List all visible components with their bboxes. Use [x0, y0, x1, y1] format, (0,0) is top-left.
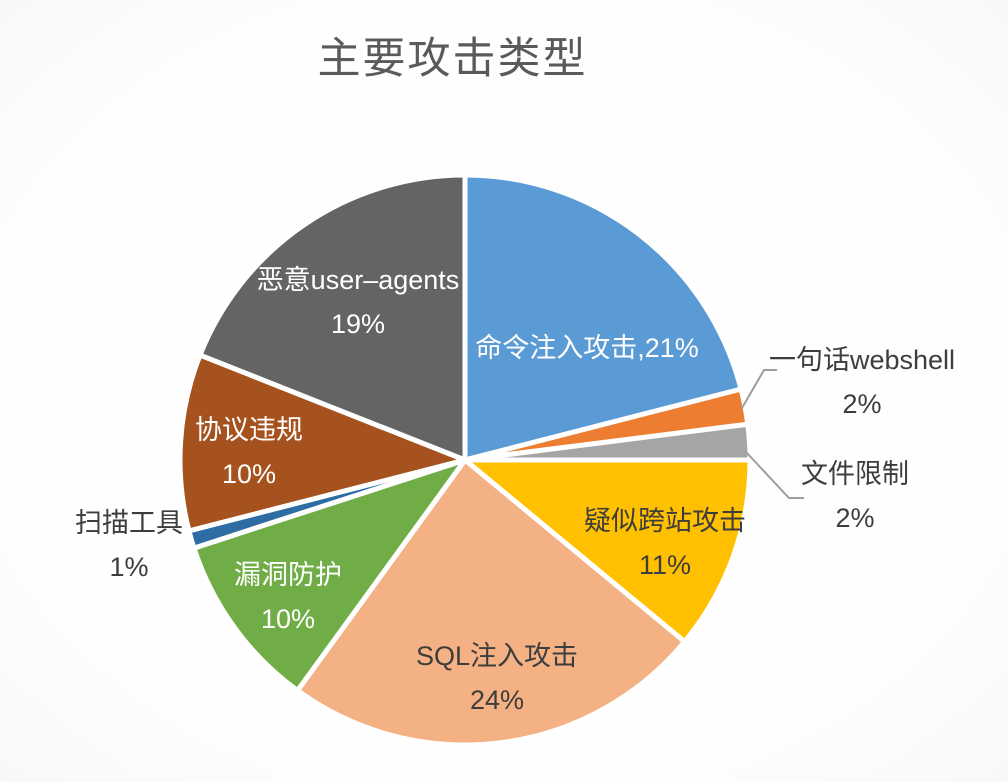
- slice-label: 文件限制: [801, 459, 909, 489]
- pie-slice-5: [294, 457, 688, 748]
- slice-label: 扫描工具: [75, 508, 183, 538]
- slice-label: 协议违规: [195, 415, 303, 445]
- slice-label: 2%: [842, 389, 881, 419]
- slice-label: 19%: [331, 309, 385, 339]
- slice-label: 一句话webshell: [769, 345, 955, 375]
- slice-label: SQL注入攻击: [416, 641, 578, 671]
- slice-label: 恶意user–agents: [257, 265, 460, 295]
- pie-slice-8: [177, 352, 468, 534]
- slice-label: 2%: [835, 503, 874, 533]
- slice-label: 11%: [639, 550, 691, 580]
- pie-slice-4: [462, 457, 753, 645]
- slice-label: 命令注入攻击,21%: [475, 333, 699, 363]
- chart-title: 主要攻击类型: [317, 35, 588, 83]
- slice-label: 10%: [222, 459, 276, 489]
- leader-line: [741, 369, 777, 409]
- slice-label: 漏洞防护: [234, 560, 342, 590]
- pie-slice-9: [197, 172, 468, 463]
- slice-label: 疑似跨站攻击: [584, 506, 746, 536]
- slice-label: 1%: [109, 552, 148, 582]
- pie-slice-6: [191, 457, 468, 694]
- slice-label: 10%: [261, 604, 315, 634]
- pie-slice-1: [462, 172, 744, 463]
- leader-line: [745, 451, 804, 499]
- slice-label: 24%: [470, 685, 524, 715]
